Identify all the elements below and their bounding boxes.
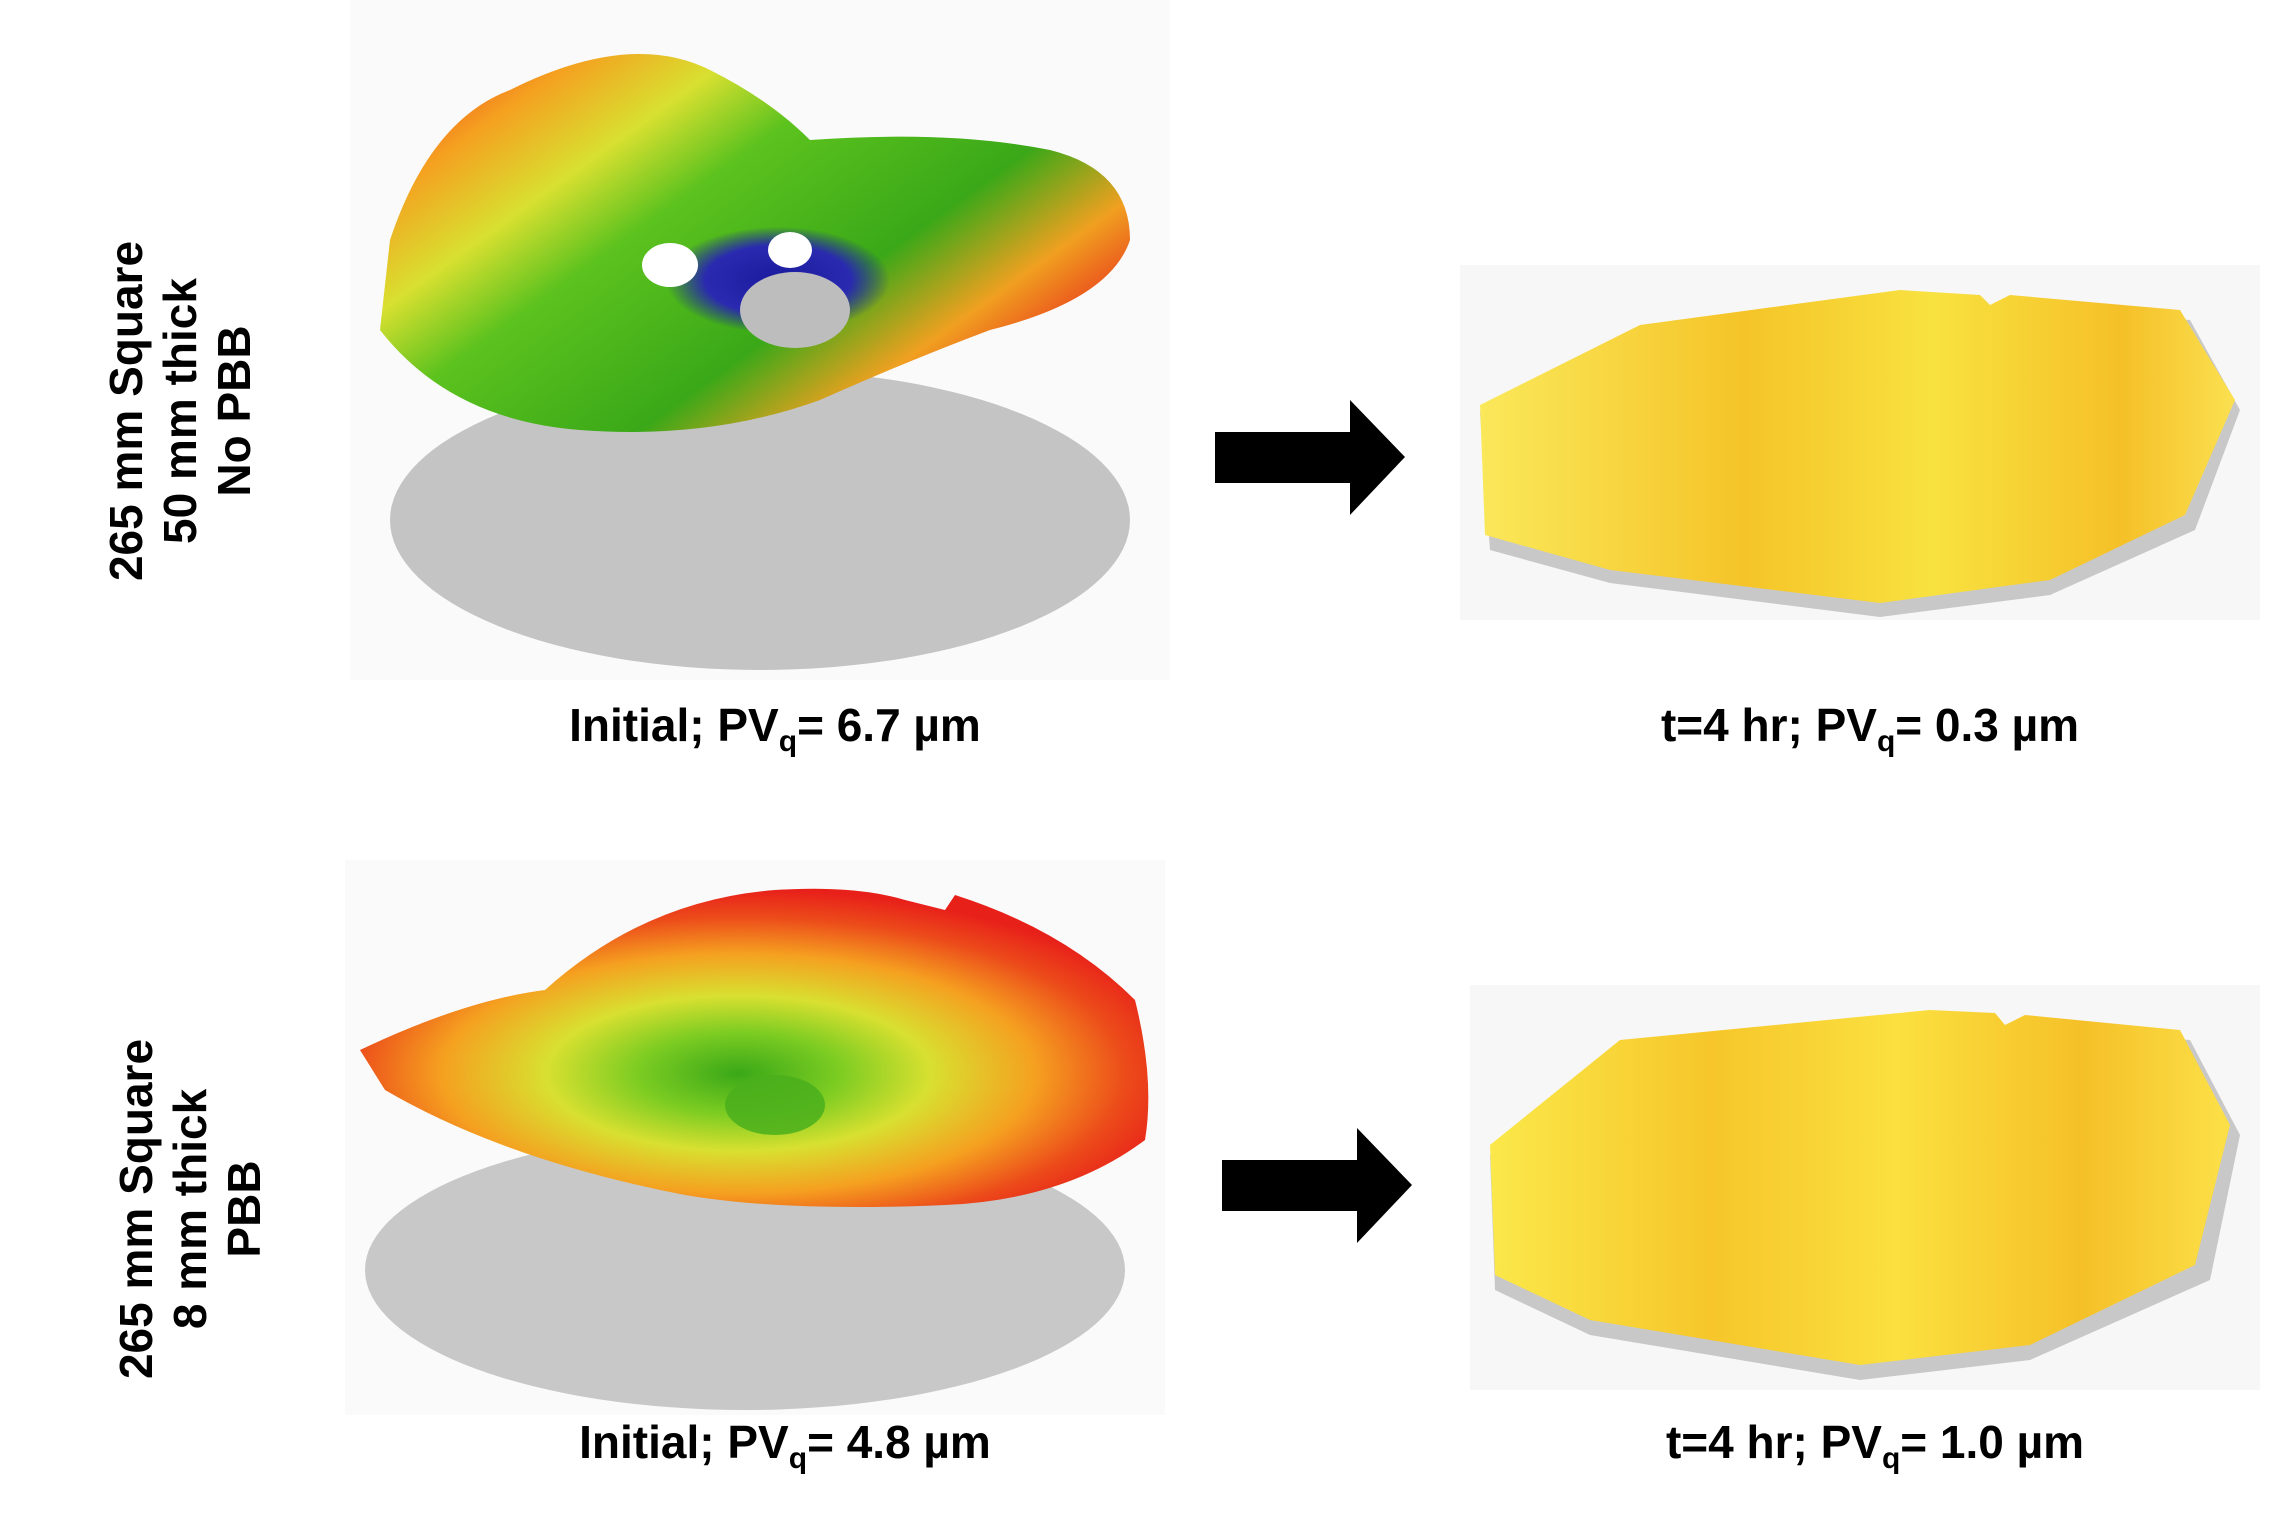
row-2-initial-caption-value: = 4.8 µm (807, 1416, 991, 1468)
row-2-initial-surface-map (345, 860, 1165, 1415)
row-2-final-caption-prefix: t=4 hr; PV (1665, 1416, 1882, 1468)
row-1-final-caption-prefix: t=4 hr; PV (1660, 699, 1877, 751)
row-2-final-caption-value: = 1.0 µm (1900, 1416, 2085, 1468)
row-1-initial-surface-map (350, 0, 1170, 680)
row-1-initial-caption-prefix: Initial; PV (569, 699, 779, 751)
row-2-label: 265 mm Square 8 mm thick PBB (109, 999, 271, 1419)
row-2-initial-caption-sub: q (788, 1442, 808, 1475)
row-1-final-surface-map (1460, 265, 2260, 620)
row-1-label: 265 mm Square 50 mm thick No PBB (99, 201, 261, 621)
row-2-final-caption-sub: q (1881, 1442, 1901, 1475)
row-1-label-line-2: 50 mm thick (154, 278, 206, 544)
row-1-label-line-3: No PBB (208, 325, 260, 497)
row-2-final-surface-map (1470, 985, 2260, 1390)
right-arrow-icon (1222, 1128, 1412, 1243)
row-2-initial-caption-prefix: Initial; PV (579, 1416, 789, 1468)
row-1-final-caption: t=4 hr; PVq= 0.3 µm (1630, 698, 2110, 759)
row-2-final-caption: t=4 hr; PVq= 1.0 µm (1635, 1415, 2115, 1476)
row-1-label-line-1: 265 mm Square (100, 240, 152, 582)
row-2-label-line-1: 265 mm Square (110, 1038, 162, 1380)
row-1-initial-caption-sub: q (778, 725, 798, 758)
row-2-label-line-2: 8 mm thick (164, 1088, 216, 1330)
right-arrow-icon (1215, 400, 1405, 515)
row-1-initial-caption-value: = 6.7 µm (797, 699, 981, 751)
row-1-final-caption-value: = 0.3 µm (1895, 699, 2080, 751)
row-2-label-line-3: PBB (218, 1160, 270, 1258)
row-2-initial-caption: Initial; PVq= 4.8 µm (560, 1415, 1010, 1476)
row-1-final-caption-sub: q (1876, 725, 1896, 758)
row-1-initial-caption: Initial; PVq= 6.7 µm (550, 698, 1000, 759)
